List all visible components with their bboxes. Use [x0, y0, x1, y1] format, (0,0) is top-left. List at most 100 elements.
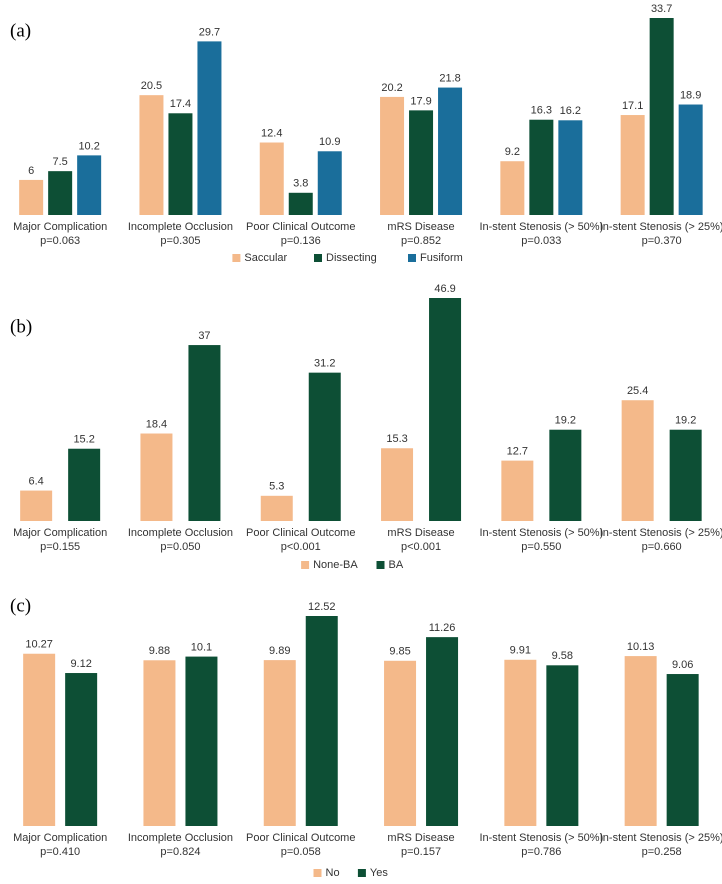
p-value: p=0.155 [40, 541, 80, 553]
x-tick-label: In-stent Stenosis (> 50%) [479, 527, 603, 539]
value-label: 21.8 [439, 72, 460, 84]
value-label: 10.9 [319, 136, 340, 148]
legend-label: Fusiform [420, 252, 463, 264]
value-label: 10.2 [78, 140, 99, 152]
legend-label: BA [389, 559, 404, 571]
bar [23, 653, 56, 826]
bar [546, 665, 579, 826]
value-label: 16.3 [531, 105, 552, 117]
x-tick-label: In-stent Stenosis (> 50%) [479, 832, 603, 844]
p-value: p=0.136 [281, 235, 321, 247]
panel-label: (a) [10, 20, 31, 41]
value-label: 12.4 [261, 127, 282, 139]
x-tick-label: In-stent Stenosis (> 25%) [600, 832, 722, 844]
x-tick-label: Incomplete Occlusion [128, 832, 233, 844]
bar [263, 660, 296, 826]
bar [621, 400, 654, 521]
legend-swatch [376, 561, 385, 569]
value-label: 10.1 [191, 641, 212, 653]
bar [259, 142, 284, 215]
bar [139, 95, 164, 215]
p-value: p=0.305 [160, 235, 200, 247]
bar [168, 113, 193, 215]
bar [429, 298, 462, 521]
bar [649, 18, 674, 215]
bar [188, 345, 221, 521]
bar [504, 659, 537, 826]
bar [678, 104, 703, 215]
value-label: 9.06 [672, 659, 693, 671]
x-tick-label: Incomplete Occlusion [128, 527, 233, 539]
legend-swatch [314, 254, 322, 262]
bar [409, 110, 434, 215]
x-tick-label: Poor Clinical Outcome [246, 221, 355, 233]
p-value: p=0.258 [642, 846, 682, 858]
x-tick-label: Poor Clinical Outcome [246, 832, 355, 844]
legend-swatch [408, 254, 416, 262]
panel-label: (b) [10, 316, 32, 337]
bar [197, 41, 222, 216]
value-label: 25.4 [627, 385, 648, 397]
value-label: 6.4 [29, 475, 44, 487]
p-value: p=0.033 [521, 235, 561, 247]
p-value: p<0.001 [401, 541, 441, 553]
value-label: 11.26 [429, 622, 456, 634]
value-label: 18.9 [680, 89, 701, 101]
p-value: p=0.058 [281, 846, 321, 858]
bar [317, 151, 342, 215]
x-tick-label: In-stent Stenosis (> 25%) [600, 527, 722, 539]
value-label: 19.2 [675, 415, 696, 427]
legend-swatch [357, 869, 366, 877]
bar [20, 490, 53, 521]
legend-label: No [326, 867, 340, 879]
x-tick-label: Poor Clinical Outcome [246, 527, 355, 539]
bar [620, 115, 645, 215]
value-label: 18.4 [146, 418, 167, 430]
bar [65, 673, 98, 826]
p-value: p=0.660 [642, 541, 682, 553]
value-label: 9.91 [510, 645, 531, 657]
value-label: 46.9 [434, 283, 455, 295]
bar [19, 179, 44, 215]
value-label: 9.12 [70, 658, 91, 670]
value-label: 12.52 [308, 601, 336, 613]
value-label: 37 [198, 330, 210, 342]
bar [77, 155, 102, 215]
bar [529, 119, 554, 215]
value-label: 3.8 [293, 178, 308, 190]
legend-label: Dissecting [326, 252, 377, 264]
value-label: 17.4 [170, 98, 191, 110]
bar [140, 433, 173, 521]
value-label: 9.88 [149, 645, 170, 657]
bar [624, 656, 657, 826]
value-label: 15.2 [73, 434, 94, 446]
x-tick-label: In-stent Stenosis (> 25%) [600, 221, 722, 233]
bar [549, 429, 582, 521]
bar [438, 87, 463, 215]
legend-swatch [232, 254, 241, 262]
p-value: p=0.824 [160, 846, 200, 858]
p-value: p=0.050 [160, 541, 200, 553]
x-tick-label: mRS Disease [387, 832, 454, 844]
bar [288, 192, 313, 215]
bar [558, 120, 583, 215]
value-label: 7.5 [53, 156, 68, 168]
value-label: 16.2 [560, 105, 581, 117]
value-label: 9.89 [269, 645, 290, 657]
value-label: 6 [28, 165, 34, 177]
p-value: p=0.410 [40, 846, 80, 858]
legend-swatch [313, 869, 322, 877]
bar [381, 448, 414, 521]
value-label: 9.85 [389, 646, 410, 658]
value-label: 31.2 [314, 358, 335, 370]
value-label: 15.3 [386, 433, 407, 445]
x-tick-label: mRS Disease [387, 221, 454, 233]
p-value: p=0.370 [642, 235, 682, 247]
bar [308, 372, 341, 521]
x-tick-label: Incomplete Occlusion [128, 221, 233, 233]
bar [185, 656, 218, 826]
bar [384, 660, 417, 826]
x-tick-label: mRS Disease [387, 527, 454, 539]
value-label: 20.5 [141, 80, 162, 92]
